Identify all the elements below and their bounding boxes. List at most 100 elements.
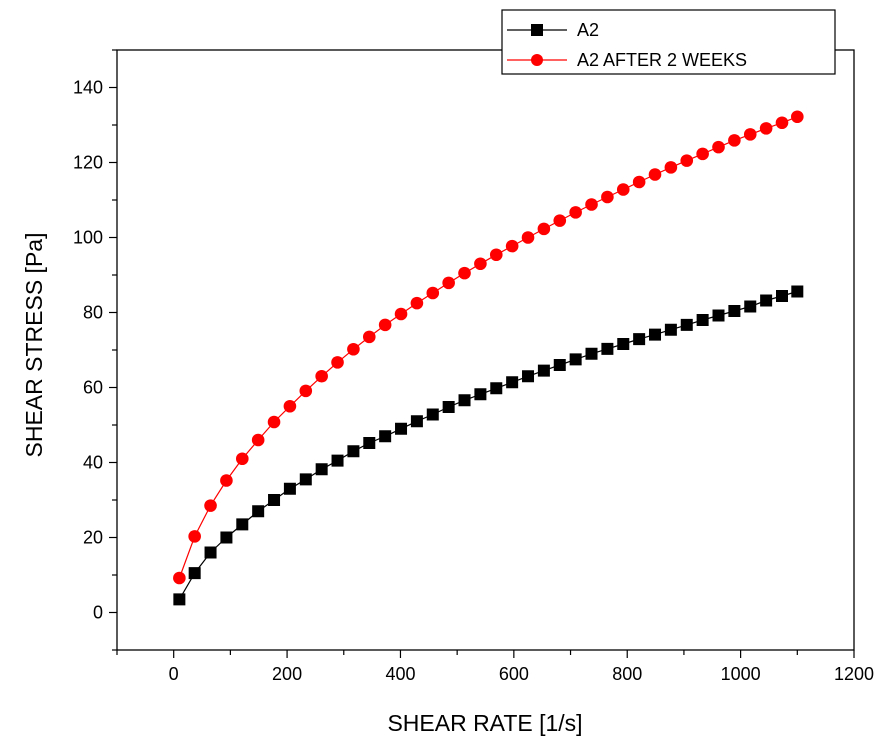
data-point <box>664 323 677 336</box>
data-point <box>791 110 804 124</box>
legend-label-a2: A2 <box>577 20 599 40</box>
data-point <box>267 415 281 429</box>
y-axis-title: SHEAR STRESS [Pa] <box>21 233 47 458</box>
data-point <box>395 422 408 435</box>
data-point <box>490 382 503 395</box>
y-tick-label: 120 <box>73 153 103 173</box>
data-point <box>315 369 328 383</box>
data-point <box>347 445 360 458</box>
y-tick-label: 0 <box>93 603 103 623</box>
data-point <box>442 276 455 290</box>
series-a2 <box>173 285 804 606</box>
y-axis: 0 20 40 60 80 100 120 140 <box>73 49 117 651</box>
x-tick-label: 1000 <box>721 664 761 684</box>
data-point <box>458 266 471 280</box>
data-point <box>347 342 360 356</box>
data-point <box>616 183 630 196</box>
data-point <box>505 239 519 253</box>
legend-box <box>501 9 836 75</box>
data-point <box>220 474 233 487</box>
data-point <box>696 147 709 161</box>
data-point <box>474 257 487 271</box>
data-point <box>331 454 344 467</box>
data-point <box>585 347 598 360</box>
data-point <box>299 473 312 486</box>
data-point <box>204 546 217 559</box>
x-tick-label: 200 <box>272 664 302 684</box>
data-point <box>299 384 313 398</box>
series-a2-after-2-weeks <box>173 110 804 585</box>
data-point <box>712 140 725 154</box>
x-tick-label: 600 <box>499 664 529 684</box>
data-point <box>680 154 694 167</box>
data-point <box>188 530 201 543</box>
data-point <box>173 571 186 585</box>
data-point <box>680 318 693 331</box>
data-point <box>235 452 249 466</box>
data-point <box>521 231 535 244</box>
data-point <box>617 338 630 350</box>
data-point <box>553 214 567 227</box>
data-point <box>252 505 265 518</box>
data-point <box>728 305 741 317</box>
plot-frame <box>116 49 855 651</box>
data-point <box>648 168 662 181</box>
data-point <box>442 401 455 413</box>
data-point <box>378 318 392 332</box>
data-point <box>315 463 328 476</box>
data-point <box>362 330 376 344</box>
data-point <box>775 116 789 130</box>
data-point <box>220 531 233 544</box>
data-point <box>522 370 535 383</box>
data-point <box>759 122 773 135</box>
x-axis-title: SHEAR RATE [1/s] <box>387 710 582 736</box>
data-point <box>569 353 582 366</box>
legend-marker-a2 <box>531 24 543 36</box>
data-point <box>379 430 392 443</box>
x-axis: 0 200 400 600 800 1000 1200 <box>116 650 874 684</box>
data-point <box>283 399 297 413</box>
data-point <box>204 499 217 512</box>
data-point <box>236 518 249 531</box>
y-tick-label: 100 <box>73 228 103 248</box>
y-tick-label: 80 <box>83 303 103 323</box>
data-point <box>585 198 598 211</box>
data-point <box>489 248 503 262</box>
data-point <box>394 307 408 321</box>
data-point <box>537 364 550 377</box>
x-tick-label: 1200 <box>834 664 874 684</box>
data-point <box>601 190 614 204</box>
data-point <box>712 309 725 322</box>
series-layer <box>173 110 804 606</box>
x-tick-label: 400 <box>385 664 415 684</box>
data-point <box>506 376 519 389</box>
data-point <box>410 415 423 428</box>
data-point <box>426 408 439 421</box>
data-point <box>553 359 566 371</box>
x-tick-label: 0 <box>169 664 179 684</box>
data-point <box>363 437 376 449</box>
data-point <box>251 433 265 447</box>
data-point <box>331 356 344 369</box>
y-tick-label: 40 <box>83 453 103 473</box>
data-point <box>633 333 646 346</box>
y-tick-label: 140 <box>73 78 103 98</box>
data-point <box>268 494 281 506</box>
y-tick-label: 20 <box>83 528 103 548</box>
legend: A2 A2 AFTER 2 WEEKS <box>501 9 836 75</box>
data-point <box>696 314 709 326</box>
data-point <box>791 285 804 298</box>
series-line-a2-after-2-weeks <box>178 116 798 579</box>
data-point <box>776 290 789 302</box>
data-point <box>173 593 186 606</box>
data-point <box>569 206 582 219</box>
data-point <box>458 394 471 407</box>
data-point <box>601 342 614 355</box>
legend-label-a2-after-2-weeks: A2 AFTER 2 WEEKS <box>577 50 747 70</box>
data-point <box>664 161 678 174</box>
data-point <box>744 300 757 313</box>
data-point <box>426 286 440 300</box>
data-point <box>728 134 741 147</box>
y-tick-label: 60 <box>83 378 103 398</box>
